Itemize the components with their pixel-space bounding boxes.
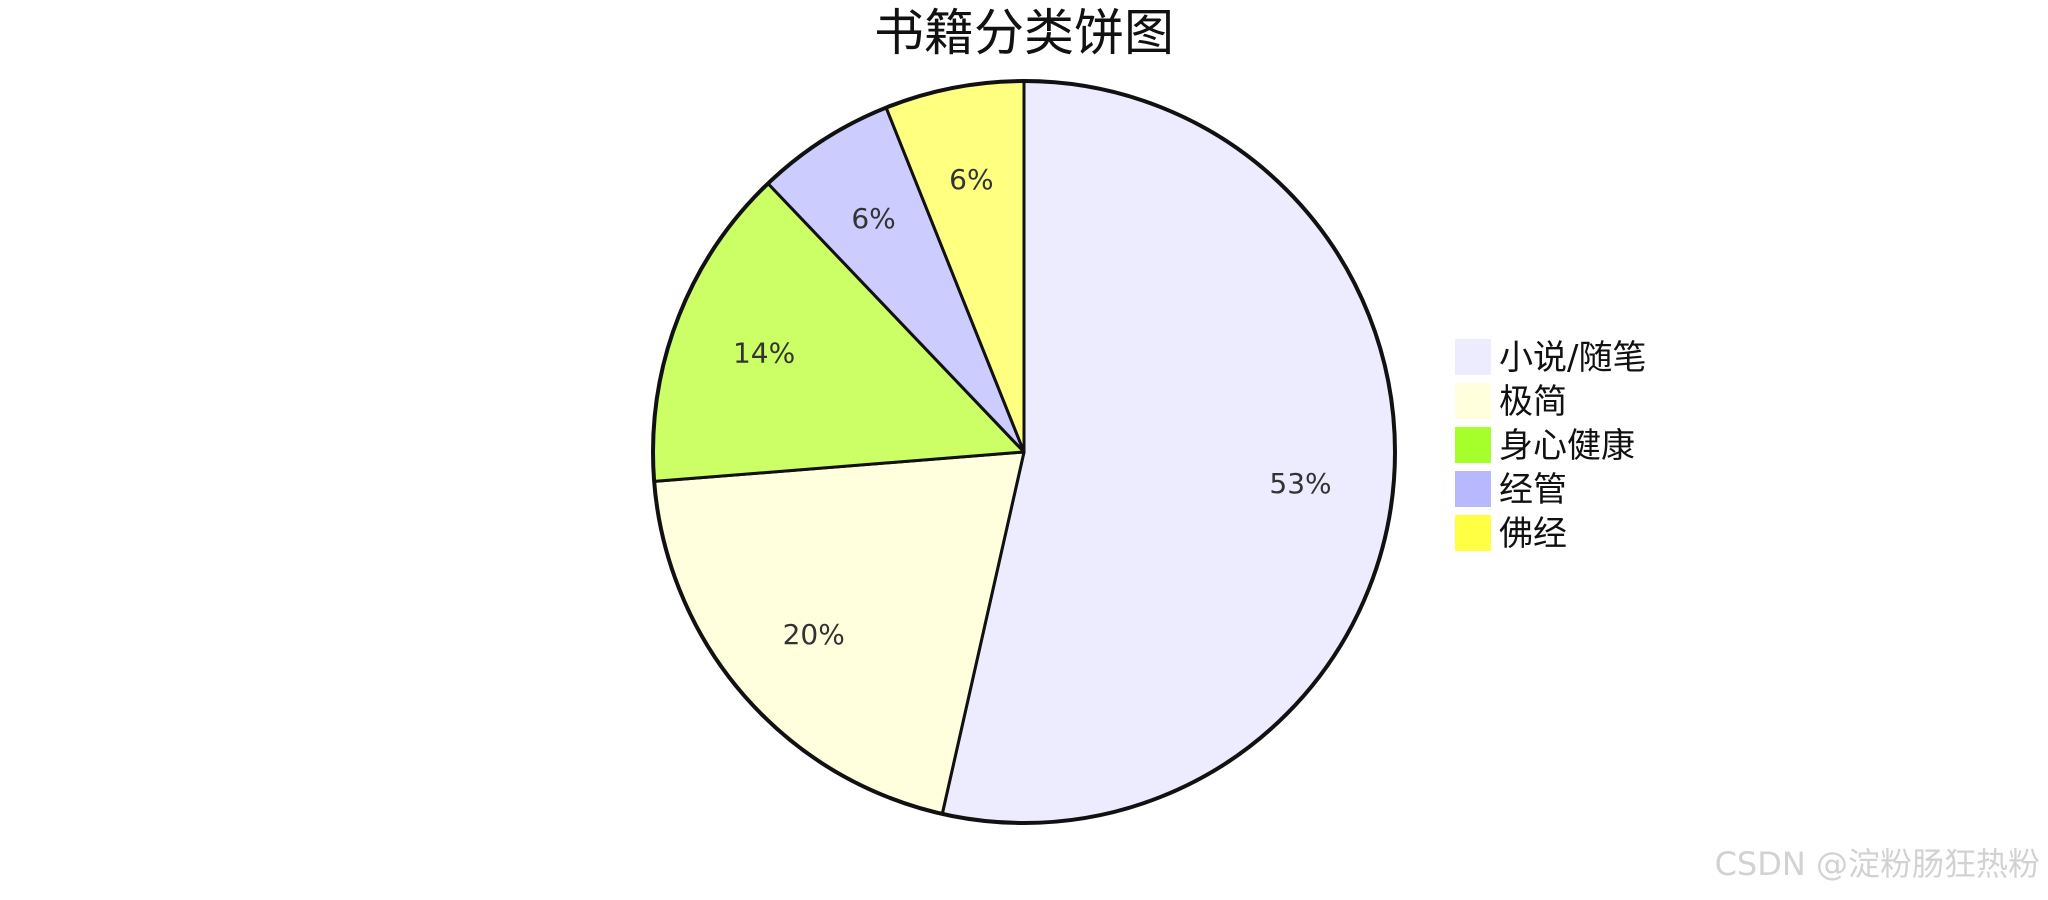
legend-swatch [1455, 427, 1491, 463]
pie-labels: 53% 20% 14% 6% 6% [733, 163, 1332, 651]
watermark-text: CSDN @淀粉肠狂热粉 [1715, 845, 2040, 883]
slice-percent-label: 53% [1269, 467, 1331, 500]
slice-percent-label: 20% [783, 618, 845, 651]
slice-percent-label: 14% [733, 337, 795, 370]
legend-label: 身心健康 [1499, 426, 1635, 466]
legend-swatch [1455, 339, 1491, 375]
pie-outline [651, 79, 1397, 825]
slice-percent-label: 6% [949, 163, 993, 196]
chart-title: 书籍分类饼图 [874, 4, 1174, 62]
pie-slices [651, 79, 1397, 825]
legend-swatch [1455, 471, 1491, 507]
legend-label: 极简 [1499, 382, 1567, 422]
legend-swatch [1455, 515, 1491, 551]
legend-label: 经管 [1499, 470, 1567, 510]
legend-swatch [1455, 383, 1491, 419]
legend-label: 佛经 [1499, 514, 1567, 554]
slice-percent-label: 6% [851, 202, 895, 235]
legend-label: 小说/随笔 [1499, 338, 1646, 378]
